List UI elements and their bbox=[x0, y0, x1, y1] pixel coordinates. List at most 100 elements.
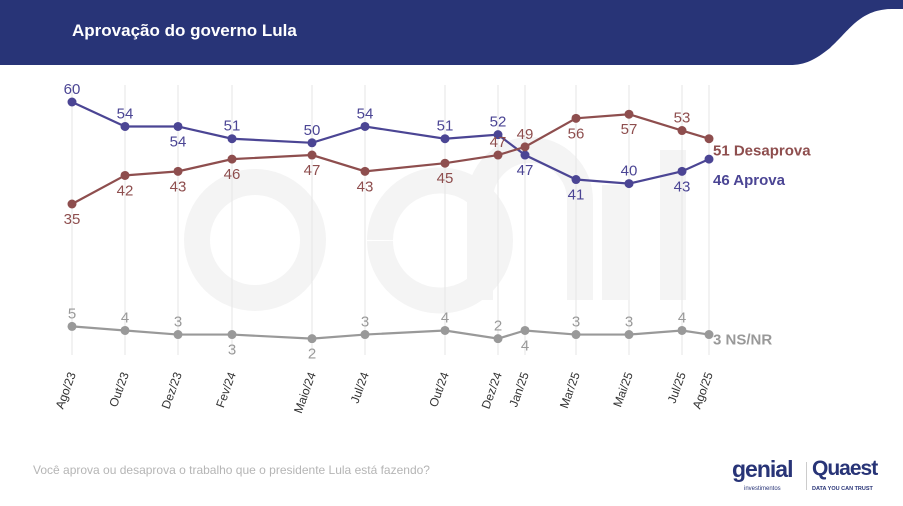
series-end-label: 46 Aprova bbox=[713, 172, 786, 189]
data-label: 54 bbox=[357, 105, 374, 122]
data-point bbox=[520, 142, 530, 152]
watermark-shape bbox=[602, 185, 628, 300]
data-point bbox=[360, 166, 370, 176]
data-label: 52 bbox=[490, 114, 507, 131]
x-tick-label: Jul/24 bbox=[348, 370, 372, 405]
data-point bbox=[677, 166, 687, 176]
data-label: 3 bbox=[174, 314, 182, 331]
data-point bbox=[173, 121, 183, 131]
data-point bbox=[677, 126, 687, 136]
data-point bbox=[227, 330, 237, 340]
data-point bbox=[307, 334, 317, 344]
data-point bbox=[360, 121, 370, 131]
data-point bbox=[624, 330, 634, 340]
data-point bbox=[571, 330, 581, 340]
watermark-shape bbox=[367, 167, 513, 314]
data-point bbox=[704, 134, 714, 144]
data-point bbox=[360, 330, 370, 340]
data-label: 35 bbox=[64, 211, 81, 228]
x-tick-label: Jan/25 bbox=[506, 370, 532, 409]
data-label: 3 bbox=[361, 314, 369, 331]
x-tick-label: Out/23 bbox=[106, 370, 132, 409]
x-tick-label: Maio/24 bbox=[291, 370, 319, 415]
data-label: 43 bbox=[357, 178, 374, 195]
data-label: 54 bbox=[117, 105, 134, 122]
data-point bbox=[704, 330, 714, 340]
data-label: 53 bbox=[674, 110, 691, 127]
data-point bbox=[307, 150, 317, 160]
data-label: 51 bbox=[437, 118, 454, 135]
data-label: 47 bbox=[490, 134, 507, 151]
data-point bbox=[173, 330, 183, 340]
x-tick-label: Mar/25 bbox=[557, 370, 583, 410]
logo-divider bbox=[806, 462, 807, 490]
data-point bbox=[440, 134, 450, 144]
data-point bbox=[120, 170, 130, 180]
data-point bbox=[67, 199, 77, 209]
header-banner bbox=[0, 0, 903, 65]
series-desaprova: 35 42 43 46 47 43 45 47 49 56 57 53 51 Desaprova bbox=[64, 110, 812, 228]
data-point bbox=[493, 130, 503, 140]
page-title: Aprovação do governo Lula bbox=[72, 21, 297, 40]
data-label: 56 bbox=[568, 125, 585, 142]
data-label: 54 bbox=[170, 133, 187, 150]
x-tick-label: Ago/23 bbox=[53, 370, 79, 411]
data-label: 4 bbox=[441, 309, 449, 326]
data-label: 47 bbox=[517, 162, 534, 179]
data-point bbox=[493, 150, 503, 160]
x-tick-label: Jul/25 bbox=[665, 370, 689, 405]
series-end-label: 51 Desaprova bbox=[713, 143, 811, 160]
quaest-logo-sub: DATA YOU CAN TRUST bbox=[812, 486, 873, 492]
genial-logo-sub: investimentos bbox=[744, 486, 781, 492]
data-point bbox=[440, 325, 450, 335]
data-label: 3 bbox=[625, 314, 633, 331]
data-label: 43 bbox=[674, 178, 691, 195]
data-point bbox=[520, 150, 530, 160]
header-shape bbox=[0, 0, 903, 65]
data-point bbox=[624, 109, 634, 119]
data-label: 51 bbox=[224, 118, 241, 135]
series-nsnr: 5 4 3 3 2 3 4 2 4 3 3 4 3 NS/NR bbox=[67, 305, 772, 363]
data-label: 4 bbox=[678, 309, 686, 326]
data-point bbox=[571, 175, 581, 185]
data-point bbox=[173, 166, 183, 176]
data-label: 40 bbox=[621, 163, 638, 180]
data-label: 57 bbox=[621, 121, 638, 138]
survey-question: Você aprova ou desaprova o trabalho que … bbox=[33, 463, 430, 477]
footer-logos: genial investimentos Quaest DATA YOU CAN… bbox=[728, 456, 888, 498]
data-label: 46 bbox=[224, 166, 241, 183]
data-point bbox=[571, 113, 581, 123]
data-label: 41 bbox=[568, 187, 585, 204]
x-tick-label: Mai/25 bbox=[610, 370, 636, 409]
data-point bbox=[493, 334, 503, 344]
data-label: 4 bbox=[121, 309, 129, 326]
data-point bbox=[67, 321, 77, 331]
data-label: 49 bbox=[517, 126, 534, 143]
genial-logo: genial bbox=[732, 456, 793, 482]
data-point bbox=[704, 154, 714, 164]
data-point bbox=[227, 154, 237, 164]
data-point bbox=[440, 158, 450, 168]
series-aprova: 60 54 54 51 50 54 51 52 47 41 40 43 46 Aprova bbox=[64, 81, 786, 204]
series-line bbox=[71, 325, 710, 340]
data-label: 42 bbox=[117, 182, 134, 199]
data-point bbox=[120, 325, 130, 335]
x-tick-label: Fev/24 bbox=[213, 370, 239, 410]
data-label: 43 bbox=[170, 178, 187, 195]
data-point bbox=[67, 97, 77, 107]
data-label: 4 bbox=[521, 337, 529, 354]
data-label: 45 bbox=[437, 170, 454, 187]
data-point bbox=[307, 138, 317, 148]
x-tick-label: Dez/24 bbox=[479, 370, 505, 411]
x-tick-label: Ago/25 bbox=[690, 370, 716, 411]
data-label: 50 bbox=[304, 122, 321, 139]
data-label: 47 bbox=[304, 162, 321, 179]
data-point bbox=[624, 179, 634, 189]
data-label: 60 bbox=[64, 81, 81, 98]
data-point bbox=[227, 134, 237, 144]
data-point bbox=[677, 325, 687, 335]
series-end-label: 3 NS/NR bbox=[713, 332, 772, 349]
data-label: 2 bbox=[308, 346, 316, 363]
x-tick-label: Out/24 bbox=[426, 370, 452, 409]
